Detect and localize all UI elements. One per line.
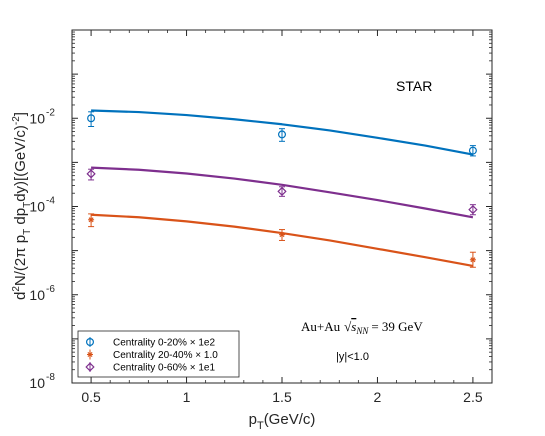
y-tick-exponent: -8 (46, 372, 55, 383)
x-tick-label: 2.5 (463, 389, 483, 405)
y-tick-label-group: 10-810-610-410-2 (29, 107, 55, 391)
fit-curve-2 (91, 166, 474, 219)
x-axis-label: pT(GeV/c) (249, 411, 316, 432)
legend-entry: Centrality 0-20% × 1e2 (85, 337, 215, 349)
data-point (86, 169, 96, 179)
plot-frame (71, 29, 493, 384)
fit-curve-0 (91, 109, 474, 156)
rapidity-label: |y|<1.0 (336, 351, 369, 363)
legend-label: Centrality 0-60% × 1e1 (113, 363, 215, 374)
data-point (278, 130, 287, 139)
x-tick-label: 0.5 (81, 389, 101, 405)
data-point (279, 231, 285, 238)
y-tick-exponent: -6 (46, 284, 55, 295)
data-point (468, 146, 477, 155)
star-stroke (87, 352, 93, 357)
x-tick-label: 2 (374, 389, 382, 405)
collision-system-label: Au+Au √sNN = 39 GeV (301, 319, 423, 336)
marker-group (86, 114, 478, 263)
legend-entry: Centrality 20-40% × 1.0 (87, 349, 218, 361)
x-tick-label-group: 0.5 1 1.5 2 2.5 (81, 389, 482, 405)
star-stroke (470, 257, 476, 263)
major-tick-group (72, 29, 492, 384)
legend-marker (85, 362, 95, 372)
y-tick-label: 10 (29, 110, 45, 126)
data-point (468, 204, 478, 215)
star-stroke (279, 232, 285, 238)
star-stroke (88, 217, 94, 223)
experiment-label: STAR (396, 78, 432, 94)
system-prefix: Au+Au (301, 319, 341, 334)
data-point (469, 256, 476, 263)
legend-box (77, 330, 240, 378)
plot-area (72, 30, 492, 383)
data-point (87, 114, 96, 123)
y-tick-label: 10 (29, 199, 45, 215)
y-axis-label: d2N/(2π pT dpTdy)[(GeV/c)-2] (11, 112, 33, 300)
legend-label: Centrality 0-20% × 1e2 (113, 338, 215, 349)
legend-label: Centrality 20-40% × 1.0 (113, 350, 218, 361)
svg-text:Au+Au√sNN= 39 GeV: Au+Au √sNN = 39 GeV (301, 319, 423, 336)
y-tick-label: 10 (29, 375, 45, 391)
legend-entry: Centrality 0-60% × 1e1 (85, 362, 215, 374)
system-energy: = 39 GeV (371, 319, 423, 334)
x-tick-label: 1.5 (272, 389, 292, 405)
y-tick-label: 10 (29, 287, 45, 303)
y-tick-exponent: -2 (46, 107, 55, 118)
y-tick-exponent: -4 (46, 196, 55, 207)
data-point (277, 186, 287, 197)
legend-marker (87, 351, 93, 358)
data-point (88, 216, 95, 223)
legend-marker (85, 338, 94, 347)
x-tick-label: 1 (183, 389, 191, 405)
